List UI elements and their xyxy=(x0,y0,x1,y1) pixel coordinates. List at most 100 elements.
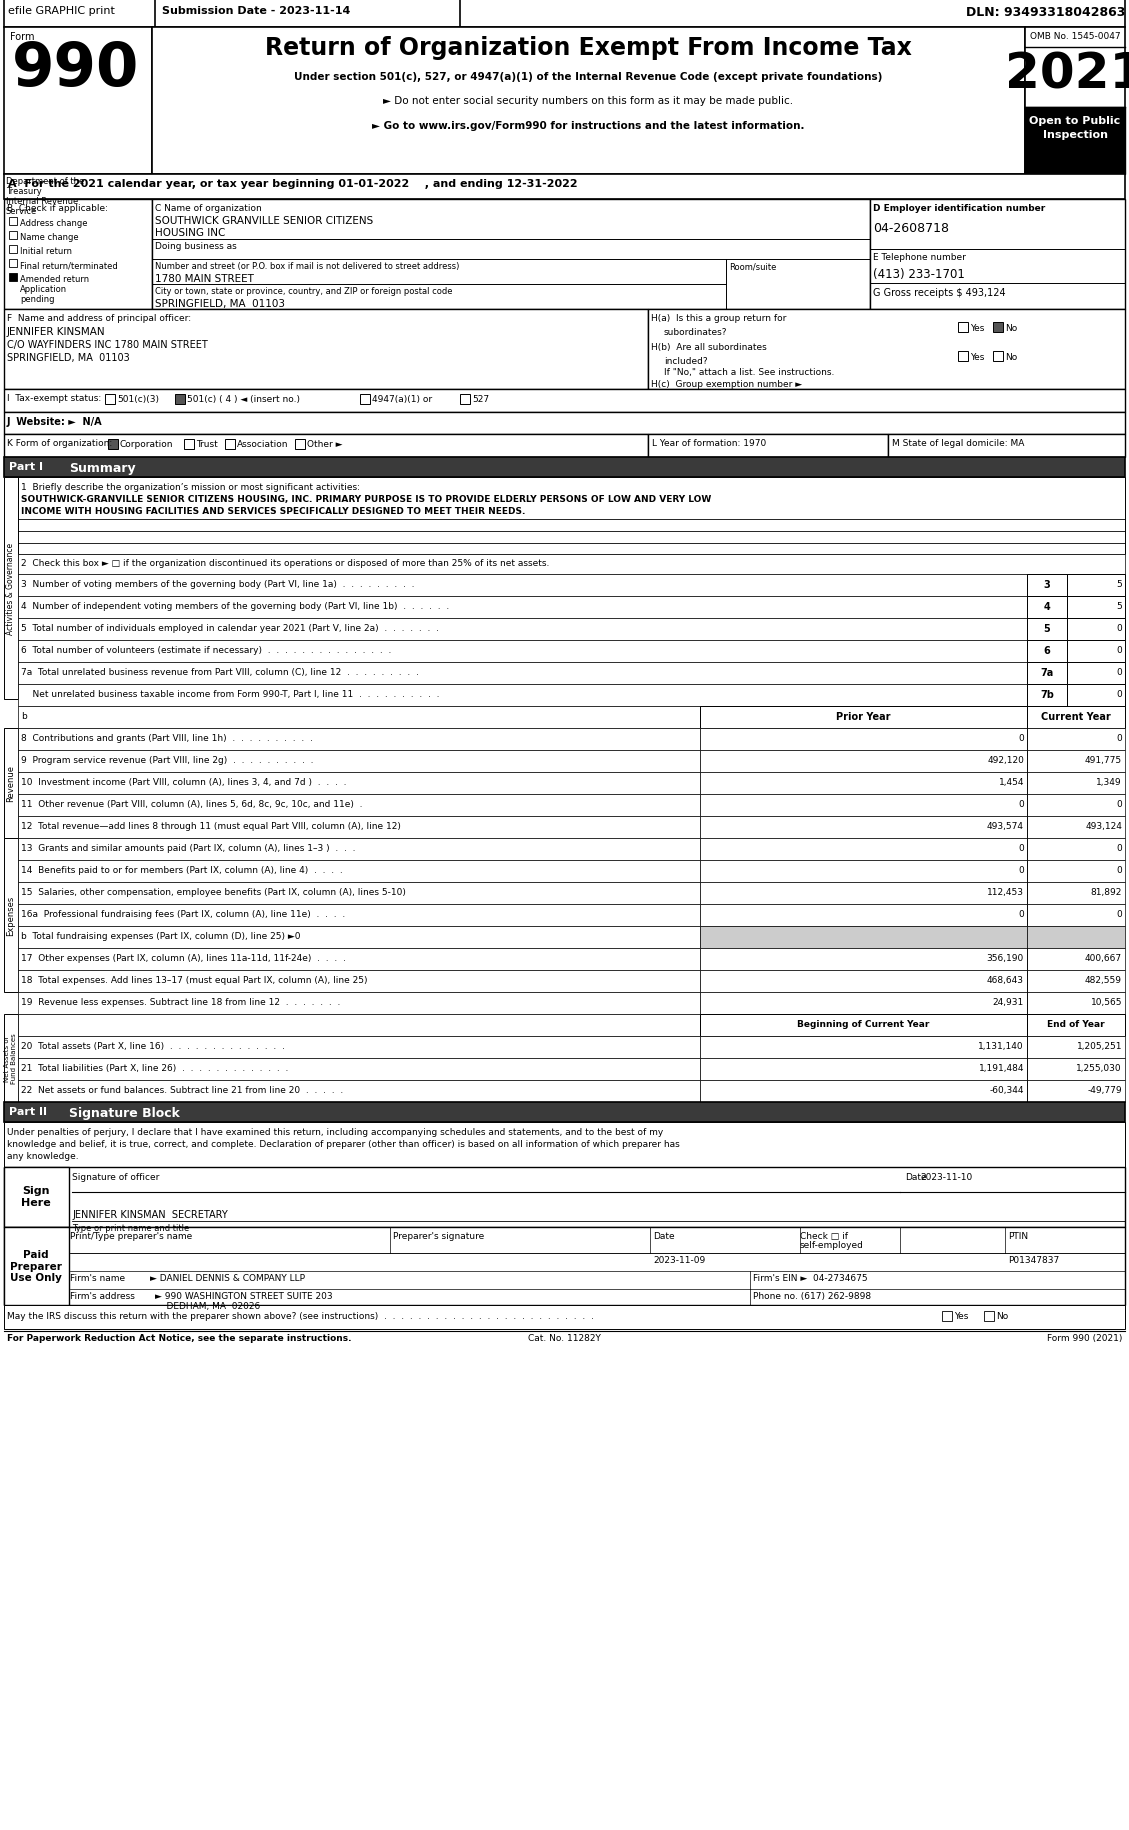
Bar xyxy=(1027,816,1124,838)
Text: 0: 0 xyxy=(1117,866,1122,875)
Bar xyxy=(700,948,1027,970)
Text: efile GRAPHIC print: efile GRAPHIC print xyxy=(8,5,115,16)
Text: ► Do not enter social security numbers on this form as it may be made public.: ► Do not enter social security numbers o… xyxy=(384,95,794,106)
Text: Service: Service xyxy=(6,207,37,216)
Text: Firm's address: Firm's address xyxy=(70,1292,134,1301)
Bar xyxy=(700,838,1027,860)
Text: SOUTHWICK GRANVILLE SENIOR CITIZENS: SOUTHWICK GRANVILLE SENIOR CITIZENS xyxy=(155,216,374,225)
Bar xyxy=(225,439,235,450)
Text: Print/Type preparer's name: Print/Type preparer's name xyxy=(70,1232,192,1241)
Bar xyxy=(18,478,1124,554)
Text: Revenue: Revenue xyxy=(7,765,16,802)
Text: included?: included? xyxy=(664,357,708,366)
Text: any knowledge.: any knowledge. xyxy=(7,1151,79,1160)
Text: 1,205,251: 1,205,251 xyxy=(1076,1041,1122,1050)
Text: 5: 5 xyxy=(1117,602,1122,611)
Bar xyxy=(18,750,700,772)
Text: 0: 0 xyxy=(1117,668,1122,677)
Bar xyxy=(18,662,1027,684)
Text: 6  Total number of volunteers (estimate if necessary)  .  .  .  .  .  .  .  .  .: 6 Total number of volunteers (estimate i… xyxy=(21,646,392,655)
Text: Signature Block: Signature Block xyxy=(69,1107,180,1120)
Bar xyxy=(18,882,700,904)
Text: (413) 233-1701: (413) 233-1701 xyxy=(873,267,965,280)
Text: G Gross receipts $ 493,124: G Gross receipts $ 493,124 xyxy=(873,287,1006,298)
Text: 501(c) ( 4 ) ◄ (insert no.): 501(c) ( 4 ) ◄ (insert no.) xyxy=(187,395,300,404)
Bar xyxy=(5,1168,69,1228)
Bar xyxy=(700,706,1027,728)
Text: 493,124: 493,124 xyxy=(1085,822,1122,831)
Text: C/O WAYFINDERS INC 1780 MAIN STREET: C/O WAYFINDERS INC 1780 MAIN STREET xyxy=(7,340,208,350)
Text: Part II: Part II xyxy=(9,1107,47,1116)
Bar xyxy=(18,619,1027,640)
Bar xyxy=(1025,27,1124,176)
Bar xyxy=(18,684,1027,706)
Text: No: No xyxy=(996,1312,1008,1319)
Text: K Form of organization:: K Form of organization: xyxy=(7,439,112,448)
Text: Open to Public: Open to Public xyxy=(1030,115,1121,126)
Text: Association: Association xyxy=(237,439,289,448)
Bar xyxy=(700,794,1027,816)
Text: 81,892: 81,892 xyxy=(1091,888,1122,897)
Bar xyxy=(959,351,968,362)
Text: Trust: Trust xyxy=(196,439,218,448)
Text: 501(c)(3): 501(c)(3) xyxy=(117,395,159,404)
Text: 18  Total expenses. Add lines 13–17 (must equal Part IX, column (A), line 25): 18 Total expenses. Add lines 13–17 (must… xyxy=(21,975,368,985)
Text: Current Year: Current Year xyxy=(1041,712,1111,721)
Text: C Name of organization: C Name of organization xyxy=(155,203,262,212)
Bar xyxy=(18,728,700,750)
Bar xyxy=(9,245,17,254)
Bar xyxy=(648,436,889,458)
Bar xyxy=(18,597,1027,619)
Text: ► 990 WASHINGTON STREET SUITE 203: ► 990 WASHINGTON STREET SUITE 203 xyxy=(155,1292,333,1301)
Bar xyxy=(1027,772,1124,794)
Bar xyxy=(700,970,1027,992)
Text: b: b xyxy=(21,712,27,721)
Bar xyxy=(5,1168,1124,1228)
Text: -60,344: -60,344 xyxy=(989,1085,1024,1094)
Bar xyxy=(5,199,152,309)
Text: Inspection: Inspection xyxy=(1042,130,1108,139)
Text: E Telephone number: E Telephone number xyxy=(873,253,966,262)
Text: 19  Revenue less expenses. Subtract line 18 from line 12  .  .  .  .  .  .  .: 19 Revenue less expenses. Subtract line … xyxy=(21,997,340,1006)
Text: OMB No. 1545-0047: OMB No. 1545-0047 xyxy=(1030,31,1120,40)
Text: Internal Revenue: Internal Revenue xyxy=(6,198,78,207)
Text: 7b: 7b xyxy=(1040,690,1054,699)
Text: City or town, state or province, country, and ZIP or foreign postal code: City or town, state or province, country… xyxy=(155,287,453,296)
Bar xyxy=(18,860,700,882)
Bar xyxy=(360,395,370,404)
Bar xyxy=(18,640,1027,662)
Text: No: No xyxy=(1005,353,1017,362)
Bar xyxy=(18,1058,700,1080)
Text: subordinates?: subordinates? xyxy=(664,328,727,337)
Text: 21  Total liabilities (Part X, line 26)  .  .  .  .  .  .  .  .  .  .  .  .  .: 21 Total liabilities (Part X, line 26) .… xyxy=(21,1063,288,1072)
Text: PTIN: PTIN xyxy=(1008,1232,1029,1241)
Text: 17  Other expenses (Part IX, column (A), lines 11a-11d, 11f-24e)  .  .  .  .: 17 Other expenses (Part IX, column (A), … xyxy=(21,953,345,963)
Text: Final return/terminated: Final return/terminated xyxy=(20,262,117,269)
Bar xyxy=(1027,1080,1124,1102)
Text: 5: 5 xyxy=(1043,624,1050,633)
Bar xyxy=(5,1228,69,1305)
Text: If "No," attach a list. See instructions.: If "No," attach a list. See instructions… xyxy=(664,368,834,377)
Bar xyxy=(5,1102,1124,1122)
Bar xyxy=(5,728,18,838)
Text: Prior Year: Prior Year xyxy=(837,712,891,721)
Bar xyxy=(1027,970,1124,992)
Text: 7a  Total unrelated business revenue from Part VIII, column (C), line 12  .  .  : 7a Total unrelated business revenue from… xyxy=(21,668,419,677)
Bar xyxy=(5,309,648,390)
Text: SOUTHWICK-GRANVILLE SENIOR CITIZENS HOUSING, INC. PRIMARY PURPOSE IS TO PROVIDE : SOUTHWICK-GRANVILLE SENIOR CITIZENS HOUS… xyxy=(21,494,711,503)
Bar xyxy=(18,772,700,794)
Text: H(c)  Group exemption number ►: H(c) Group exemption number ► xyxy=(651,381,802,388)
Bar xyxy=(5,1228,1124,1305)
Bar xyxy=(18,970,700,992)
Text: 7a: 7a xyxy=(1041,668,1053,677)
Text: Treasury: Treasury xyxy=(6,187,42,196)
Text: 22  Net assets or fund balances. Subtract line 21 from line 20  .  .  .  .  .: 22 Net assets or fund balances. Subtract… xyxy=(21,1085,343,1094)
Text: Address change: Address change xyxy=(20,220,88,229)
Text: Form 990 (2021): Form 990 (2021) xyxy=(1047,1334,1122,1341)
Text: Number and street (or P.O. box if mail is not delivered to street address): Number and street (or P.O. box if mail i… xyxy=(155,262,460,271)
Bar xyxy=(700,992,1027,1014)
Text: 0: 0 xyxy=(1117,690,1122,699)
Text: 0: 0 xyxy=(1117,624,1122,633)
Text: 468,643: 468,643 xyxy=(987,975,1024,985)
Bar xyxy=(700,1058,1027,1080)
